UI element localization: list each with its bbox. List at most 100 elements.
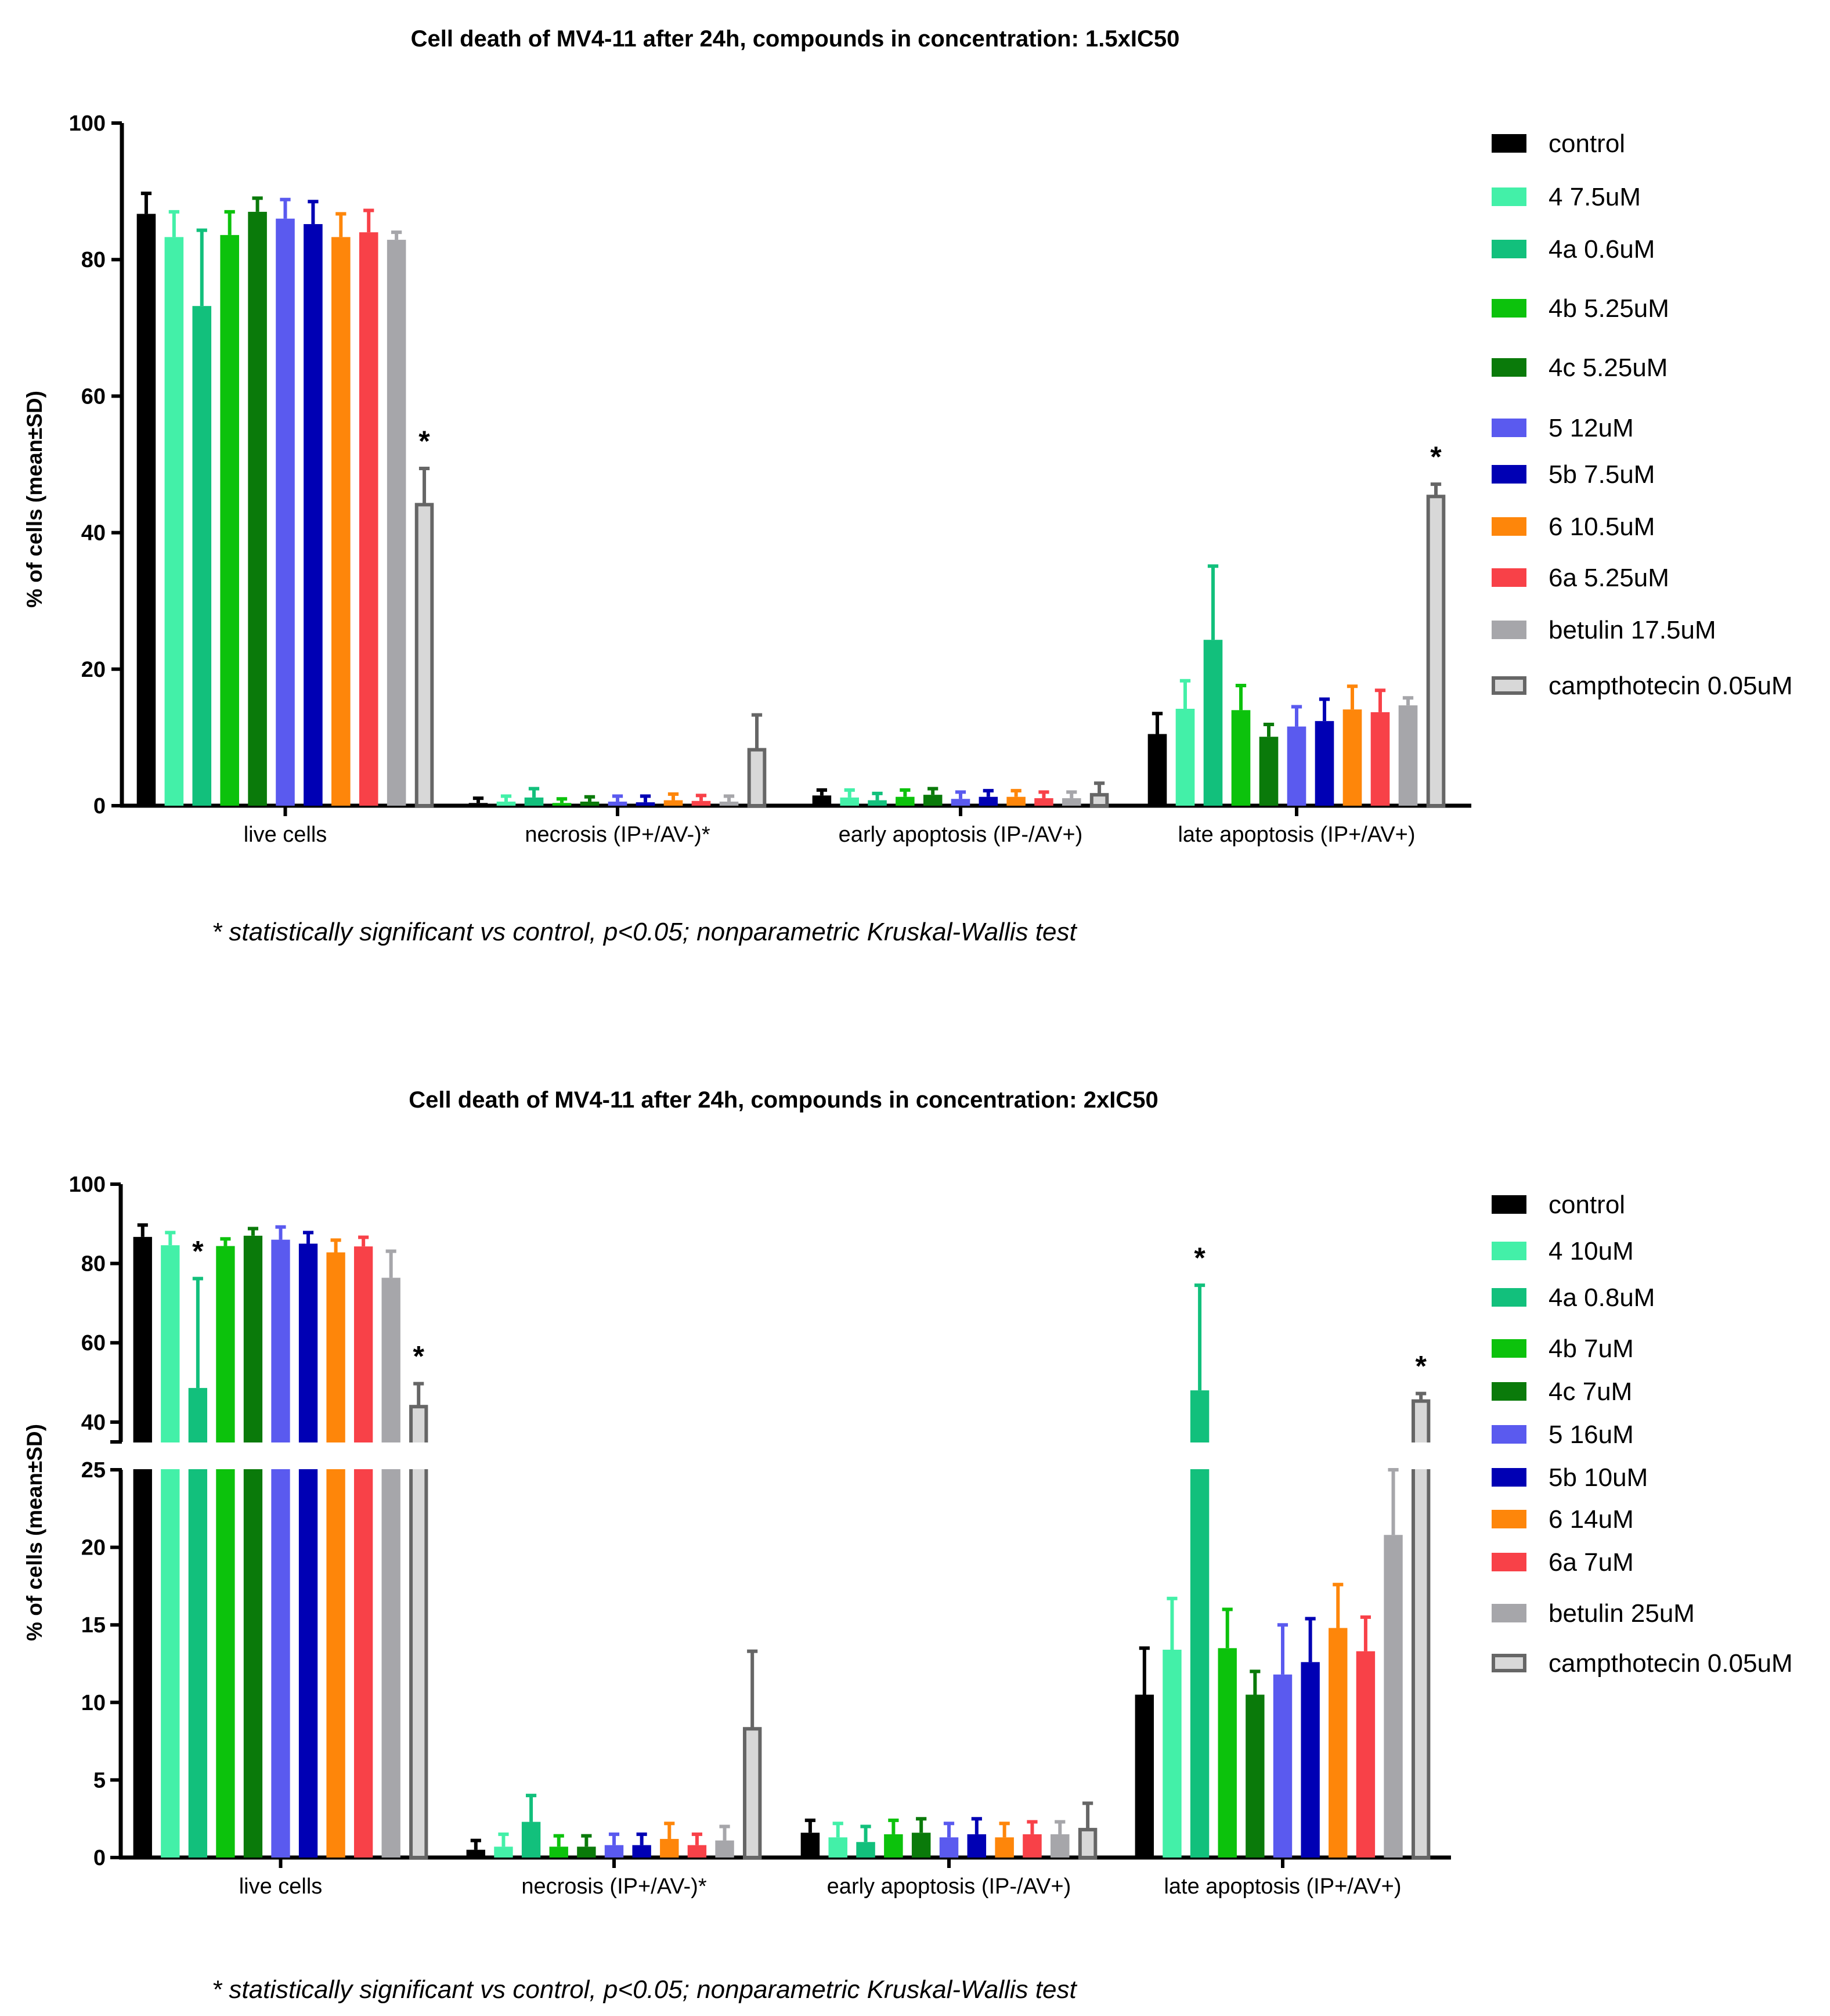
bar-5-16um-late-apoptosis-ip-av <box>1273 1674 1293 1858</box>
legend-label: 4 7.5uM <box>1549 183 1641 211</box>
chart-1-y-axis-label: % of cells (mean±SD) <box>23 391 46 608</box>
bar-4a-0-6um-early-apoptosis-ip-av <box>868 800 887 806</box>
bar-campthotecin-0-05um-necrosis-ip-av <box>742 1727 762 1860</box>
legend-swatch <box>1492 299 1526 318</box>
bar-6-14um-late-apoptosis-ip-av <box>1329 1628 1348 1858</box>
legend-item-4a-0-6um: 4a 0.6uM <box>1492 235 1655 264</box>
legend-item-5-16um: 5 16uM <box>1492 1420 1634 1449</box>
legend-item-campthotecin-0-05um: campthotecin 0.05uM <box>1492 672 1793 700</box>
chart-2-plot: 0 5 10 15 20 25 40 60 80 100 live cells * * necrosis … <box>69 1173 1451 1899</box>
axis-break-gap <box>160 1442 181 1469</box>
legend-label: 5 16uM <box>1549 1420 1634 1449</box>
bar-betulin-25um-late-apoptosis-ip-av <box>1384 1535 1403 1858</box>
legend-label: 4a 0.6uM <box>1549 235 1655 264</box>
legend-item-4a-0-8um: 4a 0.8uM <box>1492 1283 1655 1312</box>
legend-label: control <box>1549 1191 1625 1219</box>
chart-2-legend: control 4 10uM 4a 0.8uM 4b 7uM 4c 7uM 5 16uM 5… <box>1492 1191 1793 1678</box>
legend-item-control: control <box>1492 1191 1625 1219</box>
bar-4c-5-25um-late-apoptosis-ip-av <box>1259 737 1279 806</box>
bar-5b-7-5um-late-apoptosis-ip-av <box>1315 721 1334 806</box>
y-tick-label: 80 <box>81 248 106 272</box>
bar-control-necrosis-ip-av <box>466 1849 486 1858</box>
bar-5b-7-5um-early-apoptosis-ip-av <box>979 796 998 806</box>
bar-5b-10um-necrosis-ip-av <box>632 1845 651 1858</box>
legend-item-6-14um: 6 14uM <box>1492 1505 1634 1534</box>
significance-star: * <box>1430 441 1442 473</box>
significance-star: * <box>192 1235 204 1268</box>
legend-swatch <box>1492 465 1526 484</box>
bar-6a-7um-live-cells <box>353 1246 373 1858</box>
chart-2: Cell death of MV4-11 after 24h, compound… <box>23 1087 1793 2004</box>
axis-break-gap <box>132 1442 153 1469</box>
legend-item-6-10-5um: 6 10.5uM <box>1492 513 1655 541</box>
legend-swatch <box>1492 517 1526 536</box>
bar-control-necrosis-ip-av <box>468 803 488 806</box>
legend-swatch <box>1492 1288 1526 1307</box>
bar-campthotecin-0-05um-live-cells <box>409 1405 428 1859</box>
legend-label: 4b 7uM <box>1549 1335 1634 1363</box>
legend-swatch <box>1492 621 1526 639</box>
legend-swatch <box>1492 358 1526 377</box>
y-tick-label: 60 <box>81 1331 106 1355</box>
bar-5-12um-live-cells <box>276 218 295 806</box>
legend-item-6a-5-25um: 6a 5.25uM <box>1492 564 1669 592</box>
y-tick-label: 15 <box>81 1613 106 1638</box>
axis-break-gap <box>1410 1442 1432 1469</box>
legend-item-4c-7um: 4c 7uM <box>1492 1377 1632 1406</box>
legend-swatch <box>1492 1604 1526 1622</box>
chart-2-y-axis-label: % of cells (mean±SD) <box>23 1424 46 1641</box>
legend-label: betulin 17.5uM <box>1549 616 1716 644</box>
y-tick-label: 100 <box>69 111 106 136</box>
axis-break-gap <box>242 1442 264 1469</box>
chart-1-footnote: * statistically significant vs control, … <box>212 918 1077 946</box>
bar-5-16um-necrosis-ip-av <box>604 1845 624 1858</box>
y-tick-label: 20 <box>81 1536 106 1560</box>
bar-6a-7um-necrosis-ip-av <box>687 1845 707 1858</box>
legend-label: 4a 0.8uM <box>1549 1283 1655 1312</box>
bar-5-16um-early-apoptosis-ip-av <box>939 1837 959 1858</box>
bar-campthotecin-0-05um-early-apoptosis-ip-av <box>1078 1827 1098 1860</box>
bar-4a-0-6um-live-cells <box>192 306 212 806</box>
legend-label: betulin 25uM <box>1549 1599 1695 1628</box>
bar-4b-7um-live-cells <box>216 1246 235 1858</box>
bar-4b-5-25um-live-cells <box>220 235 239 806</box>
legend-label: 4c 5.25uM <box>1549 354 1667 382</box>
bar-campthotecin-0-05um-late-apoptosis-ip-av <box>1411 1399 1431 1859</box>
legend-label: 6 10.5uM <box>1549 513 1655 541</box>
bar-6-10-5um-necrosis-ip-av <box>663 800 683 806</box>
category-label-live-cells: live cells <box>244 823 327 847</box>
significance-star: * <box>1194 1242 1205 1274</box>
legend-label: 4 10uM <box>1549 1237 1634 1265</box>
legend-swatch <box>1492 134 1526 153</box>
legend-label: campthotecin 0.05uM <box>1549 1649 1793 1678</box>
bar-campthotecin-0-05um-necrosis-ip-av <box>747 748 767 807</box>
bar-6-14um-live-cells <box>326 1252 345 1858</box>
bar-4-10um-late-apoptosis-ip-av <box>1163 1649 1182 1858</box>
bar-4c-5-25um-live-cells <box>248 211 267 806</box>
axis-break-gap <box>297 1442 319 1469</box>
legend-item-5b-10um: 5b 10uM <box>1492 1463 1648 1492</box>
bar-campthotecin-0-05um-early-apoptosis-ip-av <box>1089 793 1109 807</box>
legend-item-5-12um: 5 12uM <box>1492 414 1634 442</box>
legend-item-4c-5-25um: 4c 5.25uM <box>1492 354 1667 382</box>
legend-label: control <box>1549 129 1625 158</box>
axis-break-gap <box>408 1442 429 1469</box>
legend-label: 6a 5.25uM <box>1549 564 1669 592</box>
bar-5b-7-5um-necrosis-ip-av <box>636 802 655 806</box>
chart-2-title: Cell death of MV4-11 after 24h, compound… <box>409 1087 1158 1113</box>
legend-item-4-7-5um: 4 7.5uM <box>1492 183 1641 211</box>
bar-6a-5-25um-necrosis-ip-av <box>691 800 711 806</box>
category-label-necrosis-ip-av: necrosis (IP+/AV-)* <box>525 823 710 847</box>
legend-swatch <box>1492 1382 1526 1401</box>
bar-6a-5-25um-late-apoptosis-ip-av <box>1370 712 1390 806</box>
bar-4b-5-25um-necrosis-ip-av <box>552 803 572 806</box>
bar-4c-7um-live-cells <box>243 1235 263 1858</box>
legend-item-betulin-25um: betulin 25uM <box>1492 1599 1695 1628</box>
chart-1-title: Cell death of MV4-11 after 24h, compound… <box>411 26 1180 52</box>
bar-5b-10um-live-cells <box>298 1243 318 1858</box>
axis-break-gap <box>325 1442 346 1469</box>
y-tick-label: 80 <box>81 1252 106 1276</box>
legend-swatch <box>1492 1242 1526 1260</box>
category-label-live-cells: live cells <box>239 1874 323 1899</box>
